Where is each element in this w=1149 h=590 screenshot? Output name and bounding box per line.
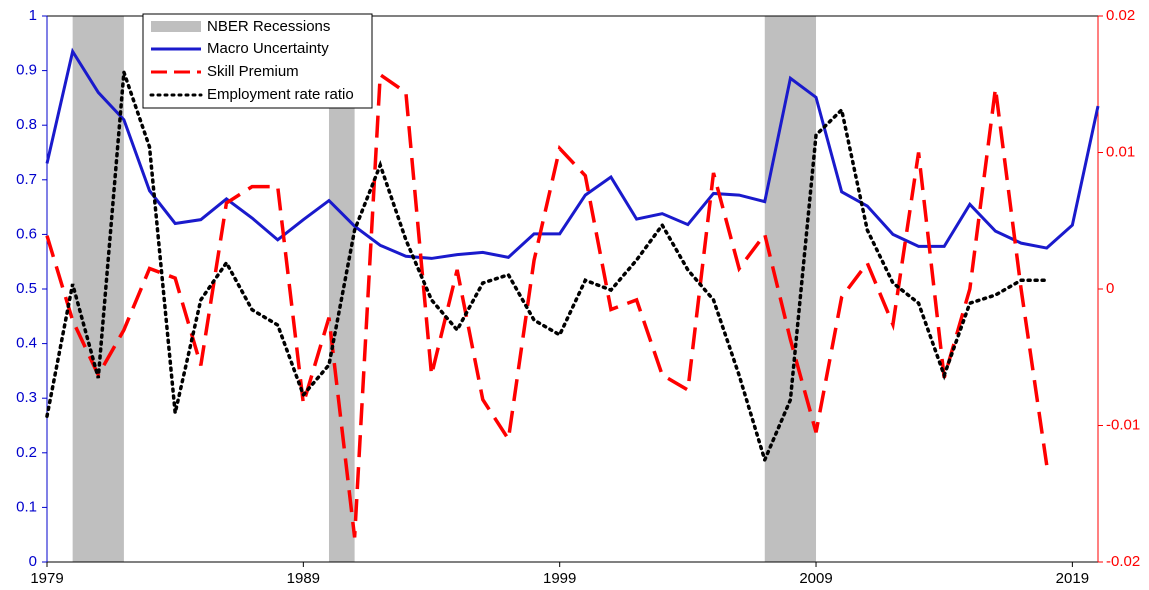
recession-band [72,16,124,562]
y-tick-label: 0.9 [16,62,37,79]
legend-label: Skill Premium [207,63,299,80]
y2-tick-label: 0 [1106,280,1114,297]
legend-label: NBER Recessions [207,18,330,35]
y-tick-label: 1 [29,7,37,24]
y-tick-label: 0.5 [16,280,37,297]
x-tick-label: 1979 [30,570,63,587]
y2-tick-label: 0.01 [1106,143,1135,160]
x-tick-label: 2009 [799,570,832,587]
recession-band [764,16,817,562]
x-tick-label: 2019 [1056,570,1089,587]
legend-swatch [151,21,201,32]
y-tick-label: 0.6 [16,225,37,242]
x-tick-label: 1999 [543,570,576,587]
y-tick-label: 0 [29,553,37,570]
y-tick-label: 0.1 [16,498,37,515]
series-line [45,71,1049,538]
legend-label: Employment rate ratio [207,86,354,103]
x-tick-label: 1989 [287,570,320,587]
series-line [45,47,1100,260]
y-tick-label: 0.4 [16,335,37,352]
y-tick-label: 0.2 [16,444,37,461]
y2-tick-label: 0.02 [1106,7,1135,24]
y2-tick-label: -0.02 [1106,553,1140,570]
y-tick-label: 0.8 [16,116,37,133]
series-line [45,71,1049,466]
legend-label: Macro Uncertainty [207,40,329,57]
y2-tick-label: -0.01 [1106,416,1140,433]
y-tick-label: 0.3 [16,389,37,406]
y-tick-label: 0.7 [16,171,37,188]
